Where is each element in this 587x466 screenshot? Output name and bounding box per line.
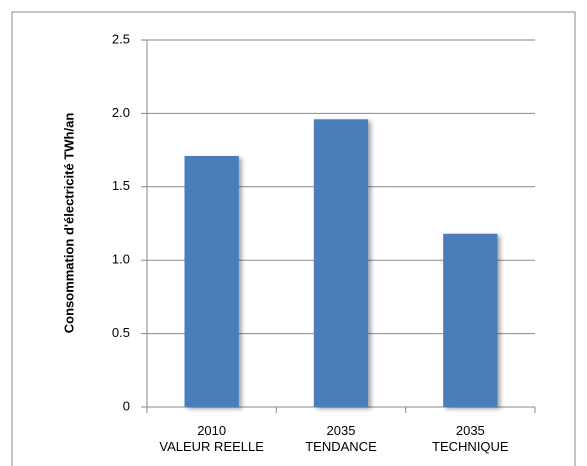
x-tick-label: 2010 VALEUR REELLE bbox=[159, 423, 264, 454]
x-tick-label: 2035 TECHNIQUE bbox=[432, 423, 509, 454]
y-tick-label: 0 bbox=[123, 398, 130, 413]
y-tick-label: 2.0 bbox=[112, 105, 130, 120]
y-tick-label: 1.5 bbox=[112, 178, 130, 193]
y-axis-label: Consommation d'électricité TWh/an bbox=[61, 113, 76, 334]
y-tick-label: 1.0 bbox=[112, 252, 130, 267]
y-tick-label: 0.5 bbox=[112, 325, 130, 340]
y-tick-label: 2.5 bbox=[112, 31, 130, 46]
bar bbox=[443, 233, 498, 407]
bar bbox=[313, 119, 369, 407]
x-tick-label: 2035 TENDANCE bbox=[305, 423, 377, 454]
bar bbox=[184, 155, 239, 407]
